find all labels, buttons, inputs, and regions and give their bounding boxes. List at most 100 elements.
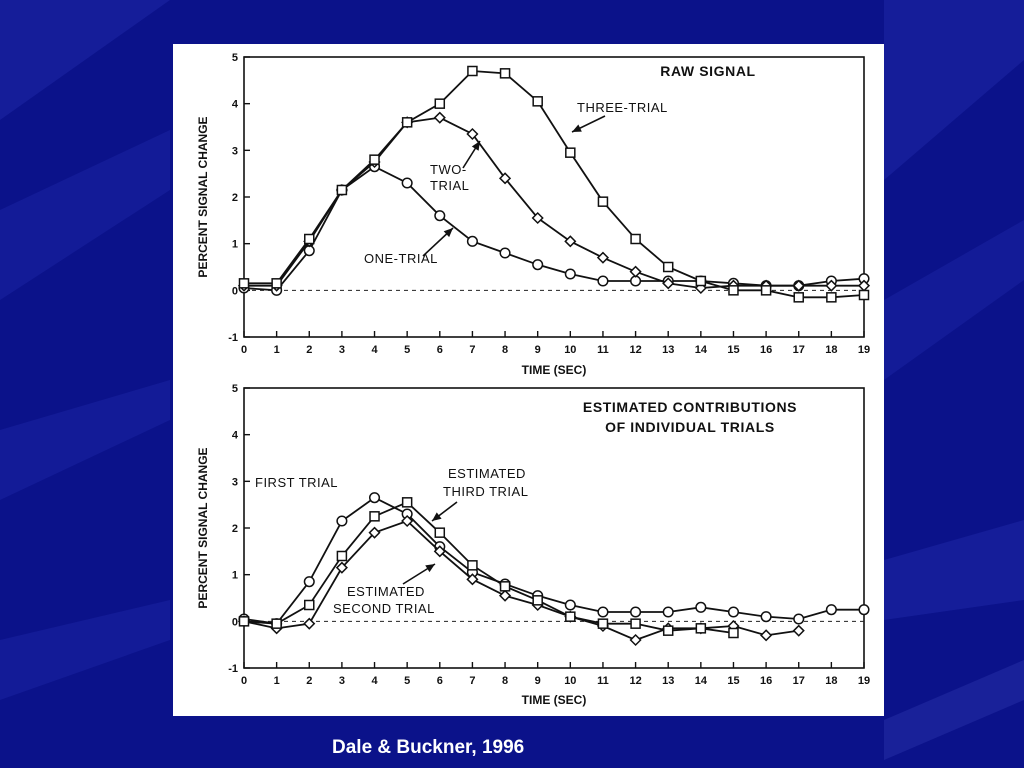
data-point-estimated-third-trial — [662, 625, 674, 636]
data-point-two-trial — [564, 235, 577, 248]
x-tick-label: 3 — [339, 344, 345, 356]
annotation-arrowhead — [425, 564, 435, 573]
x-tick-label: 7 — [469, 344, 475, 356]
annotation-label: ESTIMATED — [448, 466, 526, 481]
data-point-estimated-third-trial — [499, 581, 511, 592]
data-point-estimated-third-trial — [369, 511, 380, 522]
x-tick-label: 12 — [629, 675, 641, 687]
data-point-one-trial — [401, 177, 413, 189]
x-tick-label: 11 — [597, 675, 609, 687]
data-point-estimated-second-trial — [498, 589, 512, 602]
data-point-first-trial — [564, 599, 576, 611]
x-tick-label: 9 — [535, 344, 541, 356]
x-tick-label: 3 — [339, 675, 345, 687]
data-point-first-trial — [597, 606, 609, 618]
x-tick-label: 1 — [274, 675, 280, 687]
data-point-estimated-third-trial — [467, 560, 478, 571]
data-point-three-trial — [662, 261, 674, 273]
x-tick-label: 9 — [535, 675, 541, 687]
y-axis-title: PERCENT SIGNAL CHANGE — [196, 447, 210, 608]
x-tick-label: 6 — [437, 675, 443, 687]
y-axis-title: PERCENT SIGNAL CHANGE — [196, 116, 210, 277]
x-tick-label: 1 — [274, 344, 280, 356]
data-point-two-trial — [825, 279, 838, 292]
x-tick-label: 0 — [241, 344, 247, 356]
data-point-three-trial — [565, 147, 576, 158]
figure-panel: -1 0 1 2 3 4 5 0 1 2 3 4 5 6 7 8 9 10 11 12 13 14 15 16 17 18 19 TI… — [173, 44, 884, 716]
data-point-three-trial — [695, 275, 707, 287]
data-point-estimated-third-trial — [630, 618, 641, 629]
data-point-estimated-third-trial — [336, 550, 348, 562]
data-point-two-trial — [531, 211, 544, 225]
data-point-estimated-second-trial — [368, 526, 381, 539]
x-tick-label: 18 — [825, 675, 837, 687]
x-tick-label: 6 — [437, 344, 443, 356]
data-point-first-trial — [793, 613, 805, 625]
x-tick-label: 14 — [695, 344, 708, 356]
x-tick-label: 10 — [564, 344, 576, 356]
data-point-two-trial — [662, 277, 675, 290]
x-tick-label: 7 — [469, 675, 475, 687]
y-tick-label: 1 — [232, 570, 238, 582]
x-tick-label: 4 — [371, 675, 378, 687]
data-point-estimated-second-trial — [303, 617, 316, 630]
data-point-three-trial — [271, 278, 282, 289]
y-tick-label: 4 — [232, 99, 239, 111]
x-tick-label: 15 — [727, 344, 739, 356]
annotation-arrowhead — [572, 124, 582, 132]
data-point-estimated-third-trial — [271, 618, 282, 629]
data-point-three-trial — [760, 285, 772, 296]
data-point-three-trial — [858, 289, 870, 301]
x-tick-label: 4 — [371, 344, 378, 356]
x-tick-label: 15 — [727, 675, 739, 687]
x-tick-label: 2 — [306, 344, 312, 356]
data-point-two-trial — [433, 111, 446, 124]
x-tick-label: 13 — [662, 344, 674, 356]
data-point-three-trial — [401, 117, 413, 128]
data-point-estimated-third-trial — [565, 611, 576, 622]
data-point-three-trial — [499, 68, 511, 79]
data-point-one-trial — [532, 259, 544, 271]
data-point-two-trial — [629, 265, 642, 278]
series-line-three-trial — [244, 70, 865, 299]
x-tick-label: 5 — [404, 675, 410, 687]
annotation-arrowhead — [471, 141, 480, 151]
data-point-estimated-third-trial — [401, 497, 413, 508]
y-tick-label: -1 — [228, 663, 238, 675]
x-tick-label: 17 — [793, 675, 805, 687]
x-tick-label: 14 — [695, 675, 708, 687]
data-point-estimated-second-trial — [433, 545, 446, 558]
data-point-estimated-third-trial — [695, 623, 707, 634]
y-tick-label: 4 — [232, 430, 239, 442]
annotation-label: TWO- — [430, 162, 467, 177]
data-point-estimated-second-trial — [792, 624, 805, 637]
data-point-three-trial — [238, 278, 250, 289]
x-tick-label: 12 — [629, 344, 641, 356]
x-tick-label: 19 — [858, 344, 870, 356]
series-line-estimated-second-trial — [243, 519, 799, 641]
annotation-label: SECOND TRIAL — [333, 601, 435, 616]
data-point-three-trial — [467, 65, 478, 77]
x-tick-label: 8 — [502, 675, 508, 687]
y-tick-label: 2 — [232, 523, 238, 535]
y-tick-label: 3 — [232, 476, 238, 488]
data-point-one-trial — [499, 247, 511, 259]
y-tick-label: 0 — [232, 285, 238, 297]
data-point-estimated-third-trial — [238, 616, 250, 627]
data-point-first-trial — [695, 601, 707, 613]
x-tick-label: 16 — [760, 344, 772, 356]
data-point-two-trial — [792, 279, 805, 292]
x-tick-label: 10 — [564, 675, 576, 687]
data-point-first-trial — [662, 606, 674, 618]
data-point-three-trial — [434, 98, 446, 109]
chart-title: OF INDIVIDUAL TRIALS — [605, 419, 775, 435]
data-point-estimated-second-trial — [760, 629, 773, 642]
data-point-estimated-second-trial — [401, 514, 414, 528]
data-point-one-trial — [597, 275, 609, 287]
x-tick-label: 8 — [502, 344, 508, 356]
x-tick-label: 0 — [241, 675, 247, 687]
data-point-three-trial — [793, 292, 804, 303]
series-line-two-trial — [244, 116, 864, 289]
